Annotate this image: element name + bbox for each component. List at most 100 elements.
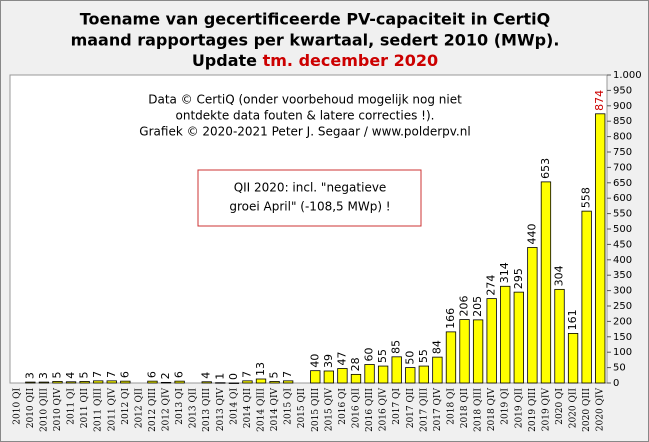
bar	[486, 298, 497, 384]
value-label: 274	[485, 275, 498, 296]
x-tick-label: 2018 QII	[460, 388, 470, 429]
bar	[323, 370, 335, 384]
bar	[500, 285, 511, 384]
x-tick-label: 2016 QIII	[365, 388, 375, 432]
value-label: 40	[308, 354, 321, 368]
bar	[147, 380, 158, 384]
value-label: 60	[363, 348, 376, 362]
value-label: 6	[173, 371, 186, 378]
x-tick-label: 2012 QIII	[148, 388, 158, 432]
x-tick-label: 2012 QIV	[162, 388, 172, 432]
bar	[228, 382, 240, 384]
y-tick-label: 800	[613, 132, 632, 143]
bar	[106, 380, 117, 384]
value-label: 6	[118, 371, 131, 378]
x-tick-label: 2014 QI	[229, 388, 239, 425]
x-tick-label: 2018 QI	[446, 388, 456, 425]
bar	[554, 288, 565, 384]
value-label: 874	[593, 90, 606, 111]
x-tick-label: 2016 QII	[351, 388, 361, 429]
value-label: 166	[444, 308, 457, 329]
title-line: Update tm. december 2020	[192, 51, 438, 70]
bar	[445, 331, 457, 384]
value-label: 314	[498, 262, 511, 283]
bar	[25, 381, 36, 384]
x-tick-label: 2015 QII	[297, 388, 307, 429]
bar	[93, 380, 104, 384]
bar	[377, 365, 389, 384]
y-tick-label: 500	[613, 224, 632, 235]
y-tick-label: 950	[613, 85, 632, 96]
x-tick-label: 2016 QIV	[379, 388, 389, 432]
x-tick-label: 2020 QIV	[596, 388, 606, 432]
value-label: 85	[390, 340, 403, 354]
x-tick-label: 2015 QI	[284, 388, 294, 425]
value-label: 5	[50, 371, 63, 378]
value-label: 205	[471, 296, 484, 317]
update-label: Update	[192, 51, 257, 70]
y-tick-label: 750	[613, 147, 632, 158]
bar	[255, 378, 267, 384]
x-tick-label: 2019 QIV	[541, 388, 551, 432]
y-tick-label: 550	[613, 209, 632, 220]
value-label: 295	[512, 268, 525, 289]
value-label: 50	[403, 351, 416, 365]
y-tick-label: 150	[613, 332, 632, 343]
x-tick-label: 2017 QI	[392, 388, 402, 425]
bar	[405, 367, 416, 384]
x-tick-label: 2010 QII	[26, 388, 36, 429]
value-label: 47	[335, 352, 348, 366]
box-note: QII 2020: incl. "negatieve	[234, 181, 387, 195]
y-tick-label: 850	[613, 116, 632, 127]
y-tick-label: 700	[613, 162, 632, 173]
value-label: 0	[227, 373, 240, 380]
title-line: Toename van gecertificeerde PV-capacitei…	[80, 10, 551, 29]
y-tick-label: 250	[613, 301, 632, 312]
y-tick-label: 200	[613, 316, 632, 327]
value-label: 7	[240, 371, 253, 378]
bar	[567, 333, 579, 384]
bar	[432, 356, 443, 384]
bar	[174, 380, 185, 384]
x-tick-label: 2019 QII	[514, 388, 524, 429]
value-label: 3	[37, 372, 50, 379]
value-label: 7	[281, 371, 294, 378]
y-tick-label: 400	[613, 255, 632, 266]
bar	[337, 368, 348, 384]
value-label: 2	[159, 372, 172, 379]
bar	[282, 380, 294, 384]
x-tick-label: 2018 QIII	[474, 388, 484, 432]
bar	[120, 380, 131, 384]
bar	[527, 247, 538, 384]
source-note: Grafiek © 2020-2021 Peter J. Segaar / ww…	[139, 125, 470, 139]
y-tick-label: 600	[613, 193, 632, 204]
y-tick-label: 650	[613, 178, 632, 189]
bar	[595, 113, 606, 384]
value-label: 7	[105, 371, 118, 378]
x-tick-label: 2010 QI	[12, 388, 22, 425]
value-label: 653	[539, 158, 552, 179]
y-tick-label: 450	[613, 239, 632, 250]
bar	[513, 291, 524, 384]
update-value: tm. december 2020	[263, 51, 439, 70]
bar	[79, 381, 90, 384]
source-note: Data © CertiQ (onder voorbehoud mogelijk…	[148, 93, 462, 107]
x-tick-label: 2012 QII	[134, 388, 144, 429]
x-tick-label: 2019 QI	[501, 388, 511, 425]
value-label: 28	[349, 357, 362, 371]
y-tick-label: 50	[613, 363, 626, 374]
bar	[350, 373, 362, 384]
value-label: 4	[64, 372, 77, 379]
y-tick-label: 100	[613, 347, 632, 358]
bar	[38, 381, 50, 384]
bar	[581, 210, 592, 384]
x-tick-label: 2020 QII	[569, 388, 579, 429]
bar	[269, 381, 280, 384]
x-tick-label: 2015 QIII	[311, 388, 321, 432]
value-label: 3	[23, 372, 36, 379]
x-tick-label: 2020 QI	[555, 388, 565, 425]
y-tick-label: 350	[613, 270, 632, 281]
x-tick-label: 2016 QI	[338, 388, 348, 425]
value-label: 55	[417, 349, 430, 363]
